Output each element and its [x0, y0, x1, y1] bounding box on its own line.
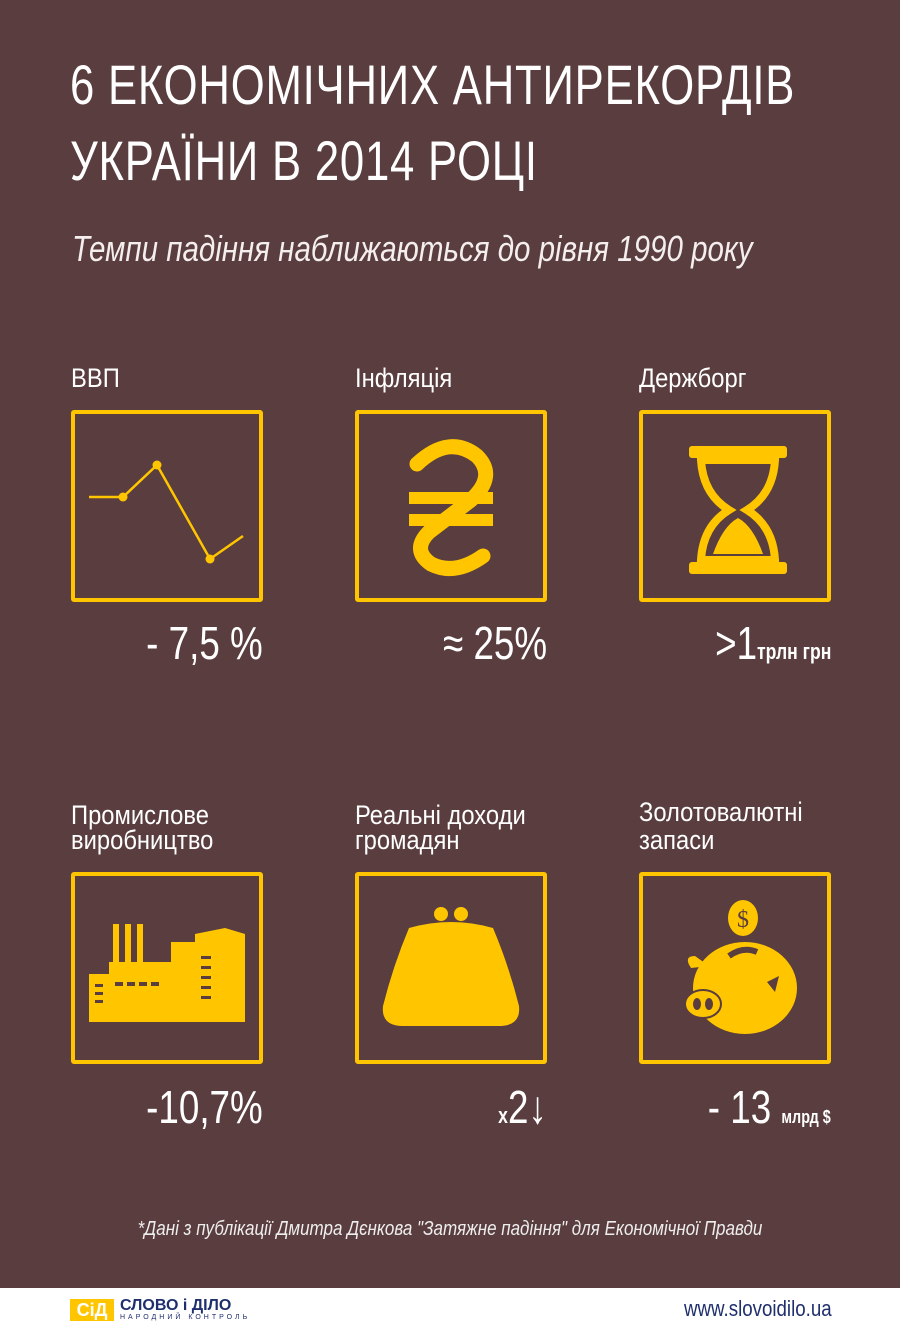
logo-mark: СіД	[70, 1298, 114, 1321]
debt-number: >1	[714, 617, 757, 669]
debt-unit: трлн грн	[756, 639, 831, 664]
logo[interactable]: СіД СЛОВО і ДІЛО НАРОДНИЙ КОНТРОЛЬ	[70, 1298, 250, 1321]
card-debt: Держборг >1трлн грн	[639, 360, 831, 670]
card-label: ВВП	[71, 363, 120, 393]
income-icon-box	[355, 872, 547, 1064]
card-label-line-2: запаси	[639, 825, 715, 855]
debt-value: >1трлн грн	[715, 616, 831, 670]
title-line-1: 6 ЕКОНОМІЧНИХ АНТИРЕКОРДІВ	[70, 53, 796, 116]
reserves-icon-box: $	[639, 872, 831, 1064]
line-chart-icon	[89, 460, 244, 564]
reserves-unit: млрд $	[781, 1107, 831, 1127]
card-label: Інфляція	[355, 363, 453, 393]
svg-text:$: $	[737, 907, 749, 933]
card-income: Реальні доходи громадян x2↓	[355, 800, 547, 1140]
card-label: Держборг	[639, 363, 747, 393]
card-label-line-1: Реальні доходи	[355, 800, 526, 830]
reserves-value: - 13 млрд $	[708, 1080, 831, 1134]
income-number: 2↓	[508, 1081, 547, 1133]
logo-name: СЛОВО і ДІЛО	[120, 1297, 232, 1314]
card-industry: Промислове виробництво -10,7%	[71, 800, 263, 1140]
card-label-line-2: виробництво	[71, 825, 214, 855]
website-link[interactable]: www.slovoidilo.ua	[684, 1296, 832, 1321]
piggy-bank-icon: $	[684, 900, 797, 1034]
income-value: x2↓	[498, 1080, 547, 1134]
inflation-icon-box	[355, 410, 547, 602]
gdp-icon-box	[71, 410, 263, 602]
infographic: 6 ЕКОНОМІЧНИХ АНТИРЕКОРДІВ УКРАЇНИ В 201…	[0, 0, 900, 1288]
card-label-line-1: Промислове	[71, 800, 209, 830]
gdp-value: - 7,5 %	[146, 617, 263, 669]
footnote: *Дані з публікації Дмитра Дєнкова "Затяж…	[137, 1218, 763, 1240]
card-inflation: Інфляція ≈ 25%	[355, 360, 547, 670]
card-label-line-1: Золотовалютні	[639, 797, 803, 827]
logo-tagline: НАРОДНИЙ КОНТРОЛЬ	[120, 1314, 251, 1321]
hryvnia-icon	[409, 439, 494, 576]
income-prefix: x	[498, 1103, 509, 1128]
factory-icon	[89, 924, 245, 1022]
subtitle: Темпи падіння наближаються до рівня 1990…	[72, 228, 753, 269]
industry-value: -10,7%	[146, 1081, 263, 1133]
card-reserves: Золотовалютні запаси $ - 13 млрд $	[639, 797, 831, 1140]
footer: СіД СЛОВО і ДІЛО НАРОДНИЙ КОНТРОЛЬ www.s…	[0, 1288, 900, 1334]
purse-icon	[382, 907, 520, 1026]
debt-icon-box	[639, 410, 831, 602]
reserves-number: - 13	[707, 1081, 772, 1133]
industry-icon-box	[71, 872, 263, 1064]
card-gdp: ВВП - 7,5 %	[71, 360, 263, 670]
card-label-line-2: громадян	[355, 825, 460, 855]
hourglass-icon	[689, 446, 787, 574]
inflation-value: ≈ 25%	[442, 617, 547, 669]
title-line-2: УКРАЇНИ В 2014 РОЦІ	[70, 129, 538, 192]
